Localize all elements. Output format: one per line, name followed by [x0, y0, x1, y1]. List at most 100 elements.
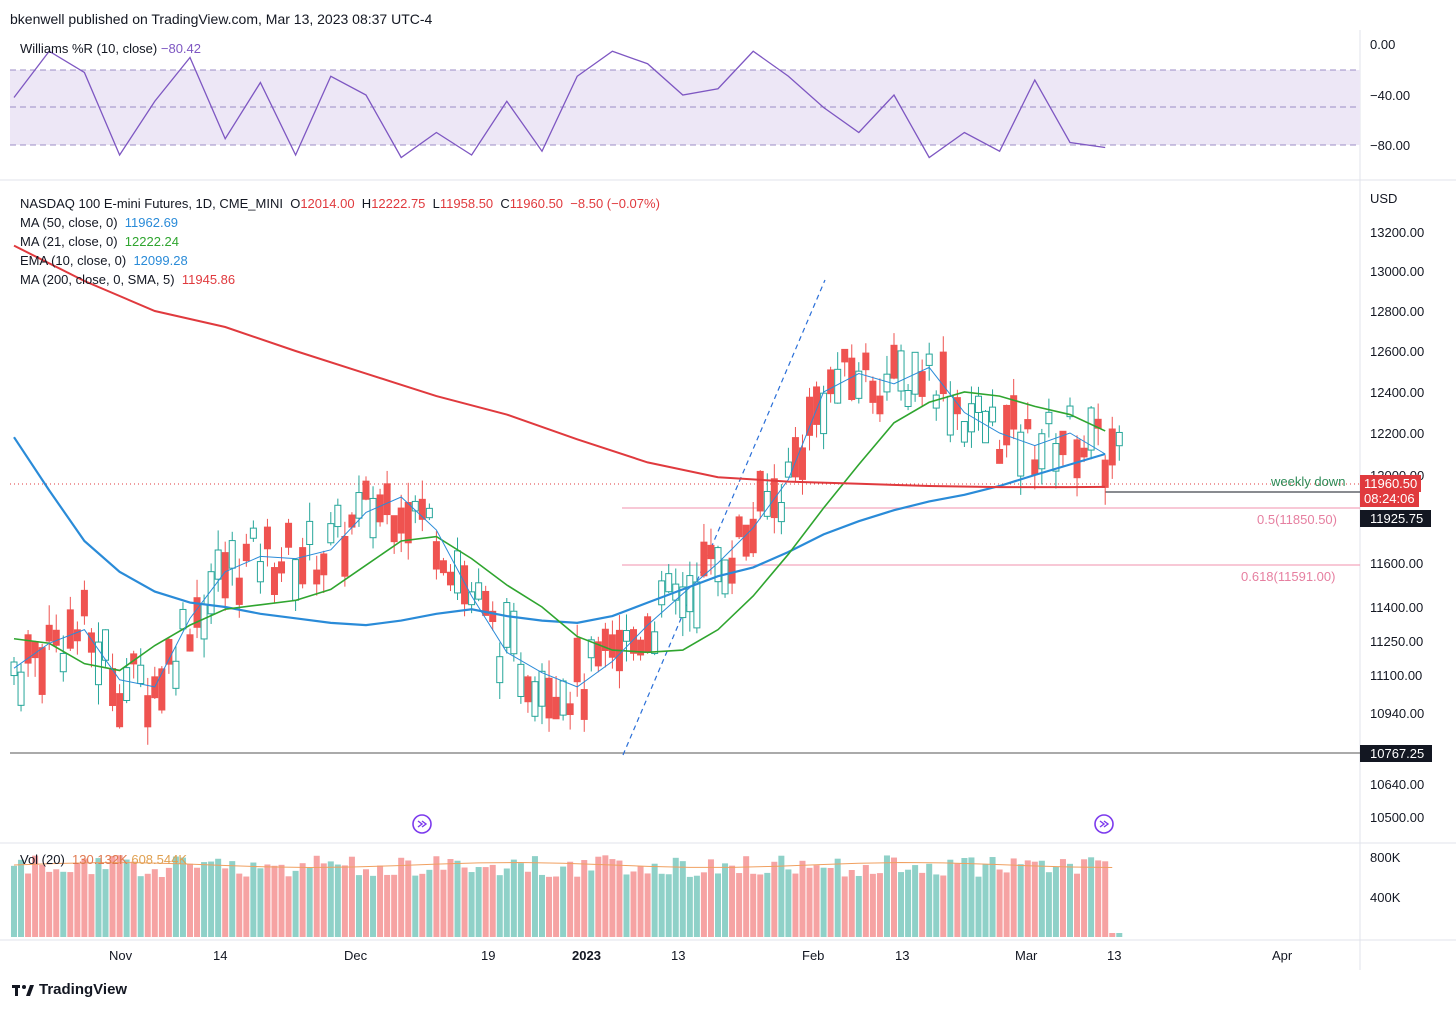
- candle-body: [587, 639, 595, 659]
- candle-body: [468, 591, 476, 606]
- ma200-line: [13, 244, 1106, 489]
- volume-bar: [405, 860, 412, 937]
- volume-bar: [74, 862, 81, 937]
- ma200-label: MA (200, close, 0, SMA, 5): [20, 272, 175, 287]
- candle-body: [362, 480, 370, 500]
- volume-bar: [299, 863, 306, 937]
- volume-bar: [179, 857, 186, 937]
- volume-bar: [827, 867, 834, 937]
- volume-bar: [419, 873, 426, 937]
- ema10-line: [13, 366, 1106, 688]
- volume-bar: [595, 856, 602, 937]
- candle-body: [982, 410, 990, 444]
- candle-body: [397, 507, 405, 534]
- volume-bar: [869, 873, 876, 937]
- volume-bar: [341, 865, 348, 937]
- volume-bar: [729, 865, 736, 937]
- price-tick-12: 10640.00: [1370, 777, 1425, 792]
- candle-body: [855, 370, 863, 399]
- candle-body: [700, 541, 708, 577]
- volume-bar: [679, 861, 686, 937]
- williams-tick-0: 0.00: [1370, 37, 1396, 52]
- candle-body: [446, 571, 454, 586]
- candle-body: [256, 561, 264, 583]
- candle-body: [355, 492, 363, 519]
- change-value: −8.50 (−0.07%): [570, 196, 660, 211]
- x-label-2023: 2023: [572, 948, 601, 963]
- countdown-tag: 08:24:06: [1360, 490, 1419, 507]
- volume-bar: [18, 859, 25, 937]
- volume-bar: [883, 855, 890, 937]
- volume-bar: [919, 872, 926, 937]
- weekly-down-label: weekly down: [1271, 474, 1346, 489]
- event-marker-arrow-icon: [417, 820, 428, 828]
- candle-body: [73, 629, 81, 642]
- price-tick-3: 12600.00: [1370, 344, 1425, 359]
- volume-bar: [95, 858, 102, 937]
- volume-bar: [1045, 872, 1052, 937]
- volume-bar: [1003, 872, 1010, 937]
- candle-body: [158, 668, 166, 711]
- x-label-apr: Apr: [1272, 948, 1293, 963]
- volume-bar: [1074, 873, 1081, 937]
- candle-body: [897, 350, 905, 392]
- volume-bar: [912, 865, 919, 937]
- volume-bar: [1059, 859, 1066, 937]
- candle-body: [679, 586, 687, 619]
- candle-body: [376, 494, 384, 523]
- candle-body: [411, 500, 419, 512]
- volume-bar: [771, 861, 778, 937]
- open-label: O: [290, 196, 301, 211]
- candle-body: [439, 560, 447, 574]
- candle-body: [791, 437, 799, 478]
- candle-body: [24, 634, 32, 664]
- volume-bar: [327, 861, 334, 937]
- candle-body: [235, 577, 243, 605]
- indicator-ma200: MA (200, close, 0, SMA, 5) 11945.86: [20, 272, 235, 287]
- symbol-ohlc: NASDAQ 100 E-mini Futures, 1D, CME_MINI …: [20, 196, 660, 211]
- candle-body: [1080, 447, 1088, 458]
- volume-bar: [250, 862, 257, 937]
- candle-body: [911, 351, 919, 395]
- candle-body: [1017, 431, 1025, 477]
- candle-body: [658, 580, 666, 606]
- volume-bar: [461, 867, 468, 937]
- candle-body: [890, 344, 898, 379]
- volume-bar: [348, 856, 355, 937]
- volume-bar: [440, 869, 447, 937]
- candle-body: [707, 544, 715, 560]
- volume-bar: [848, 870, 855, 937]
- candle-body: [946, 395, 954, 436]
- volume-ma-line: [13, 862, 1113, 868]
- volume-bar: [531, 856, 538, 937]
- candle-body: [1045, 411, 1053, 425]
- volume-bar: [1102, 861, 1109, 937]
- candle-body: [742, 524, 750, 557]
- candle-body: [425, 507, 433, 519]
- volume-bar: [736, 873, 743, 937]
- price-tick-11: 10940.00: [1370, 706, 1425, 721]
- candle-body: [784, 461, 792, 478]
- candle-body: [637, 639, 645, 656]
- volume-bar: [1024, 860, 1031, 937]
- candle-body: [953, 397, 961, 415]
- x-label-14: 14: [213, 948, 228, 963]
- volume-bar: [271, 865, 278, 937]
- ma50-line: [13, 436, 1106, 627]
- volume-bar: [454, 860, 461, 937]
- volume-bar: [862, 865, 869, 937]
- volume-bar: [616, 860, 623, 937]
- open-value: 12014.00: [300, 196, 355, 211]
- tradingview-footer[interactable]: TradingView: [12, 981, 127, 998]
- williams-tick-1: −40.00: [1370, 88, 1411, 103]
- volume-bar: [574, 876, 581, 937]
- candle-body: [1066, 405, 1074, 418]
- candle-body: [777, 502, 785, 523]
- candle-body: [580, 689, 588, 720]
- candle-body: [749, 518, 757, 554]
- event-marker-arrow-icon: [1099, 820, 1110, 828]
- candle-body: [45, 624, 53, 642]
- volume-bar: [743, 856, 750, 937]
- x-label-13a: 13: [671, 948, 686, 963]
